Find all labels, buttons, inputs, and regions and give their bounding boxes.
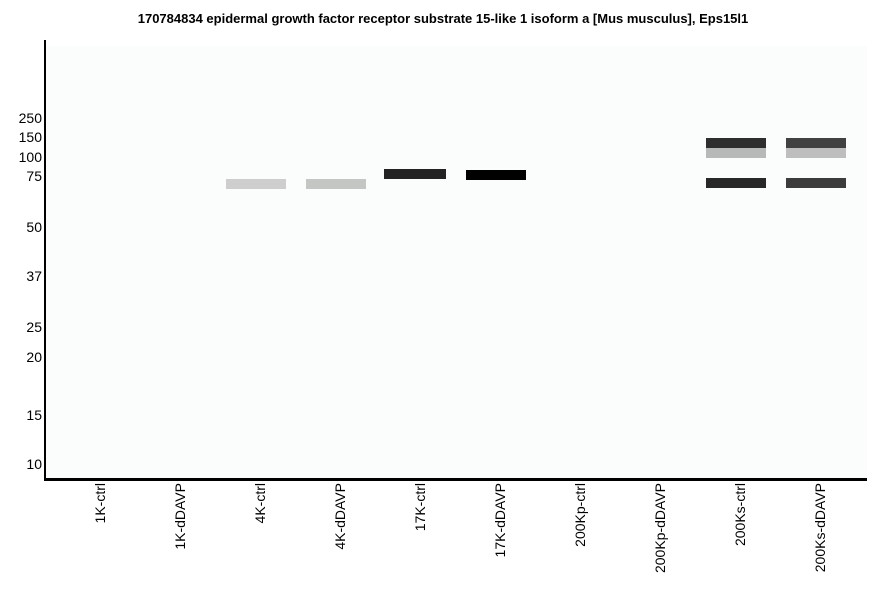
gel-band-200Ks-dDAVP	[786, 138, 846, 148]
y-tick-label-50: 50	[26, 219, 42, 235]
y-tick-label-10: 10	[26, 456, 42, 472]
x-axis-line	[44, 478, 867, 481]
y-tick-label-250: 250	[18, 110, 42, 126]
plot-area	[46, 46, 867, 478]
x-tick-label-text: 4K-dDAVP	[332, 483, 348, 550]
gel-band-200Ks-ctrl	[706, 178, 766, 188]
y-axis-line	[44, 40, 46, 481]
x-tick-label-text: 17K-dDAVP	[492, 483, 508, 558]
y-tick-label-37: 37	[26, 268, 42, 284]
x-tick-label-text: 200Ks-dDAVP	[812, 483, 828, 573]
y-tick-label-25: 25	[26, 319, 42, 335]
gel-band-200Ks-dDAVP	[786, 148, 846, 158]
gel-band-17K-ctrl	[384, 169, 446, 179]
y-tick-label-15: 15	[26, 407, 42, 423]
x-tick-label-text: 200Kp-dDAVP	[652, 483, 668, 574]
x-tick-label-text: 4K-ctrl	[252, 483, 268, 524]
x-tick-label-text: 1K-ctrl	[92, 483, 108, 524]
gel-band-4K-ctrl	[226, 179, 286, 189]
y-tick-label-100: 100	[18, 149, 42, 165]
gel-band-4K-dDAVP	[306, 179, 366, 189]
chart-title: 170784834 epidermal growth factor recept…	[137, 11, 749, 26]
gel-band-200Ks-ctrl	[706, 138, 766, 148]
y-tick-label-75: 75	[26, 168, 42, 184]
gel-band-200Ks-dDAVP	[786, 178, 846, 188]
x-tick-label-text: 200Ks-ctrl	[732, 483, 748, 547]
x-tick-label-text: 1K-dDAVP	[172, 483, 188, 550]
y-tick-label-150: 150	[18, 129, 42, 145]
gel-band-17K-dDAVP	[466, 170, 526, 180]
gel-band-200Ks-ctrl	[706, 148, 766, 158]
x-tick-label-text: 17K-ctrl	[412, 483, 428, 532]
y-tick-label-20: 20	[26, 349, 42, 365]
x-tick-label-text: 200Kp-ctrl	[572, 483, 588, 547]
